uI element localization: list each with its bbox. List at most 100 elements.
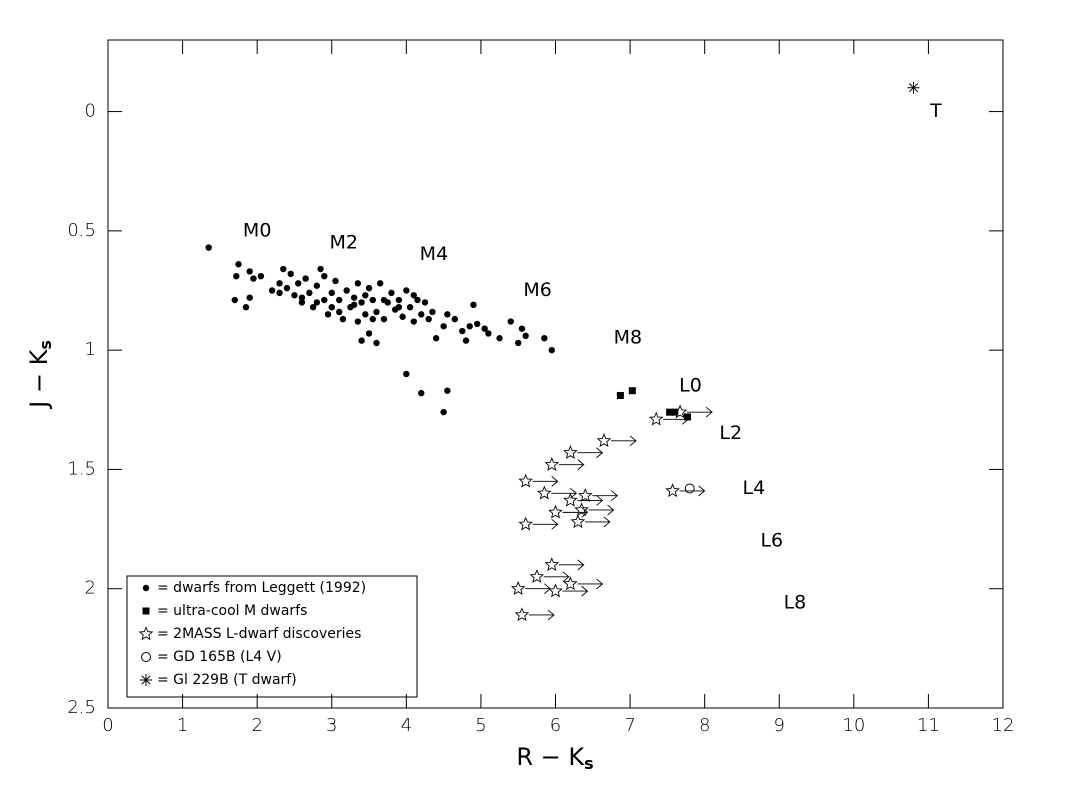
point xyxy=(246,294,253,301)
data-point xyxy=(410,292,417,299)
y-axis-label-sub: s xyxy=(36,340,55,350)
point xyxy=(233,272,240,280)
annotation: L4 xyxy=(743,477,766,499)
limit-arrow xyxy=(562,507,589,518)
data-point xyxy=(231,296,238,304)
point xyxy=(529,569,545,583)
point xyxy=(544,457,560,471)
data-point xyxy=(395,296,403,304)
data-point xyxy=(339,315,347,323)
point xyxy=(616,391,624,399)
point xyxy=(362,292,369,299)
data-point xyxy=(451,315,459,323)
limit-arrow xyxy=(588,504,615,516)
data-point xyxy=(395,304,403,311)
point xyxy=(444,387,451,394)
point xyxy=(369,315,376,323)
data-point xyxy=(291,292,298,299)
point xyxy=(336,296,343,304)
point xyxy=(574,502,589,517)
data-point xyxy=(470,301,477,309)
point xyxy=(313,282,321,289)
point xyxy=(380,296,388,304)
x-tick-label: 5 xyxy=(475,715,486,736)
point xyxy=(907,81,920,94)
point xyxy=(451,315,459,323)
point xyxy=(507,318,514,325)
point xyxy=(250,275,257,282)
data-point xyxy=(684,483,695,494)
limit-arrow xyxy=(577,578,604,590)
point xyxy=(321,296,328,304)
point xyxy=(328,289,335,297)
point xyxy=(536,485,552,500)
data-point xyxy=(481,325,488,332)
data-point xyxy=(563,576,604,591)
limit-arrow xyxy=(551,487,578,499)
limit-arrow xyxy=(532,518,559,530)
data-point xyxy=(294,280,302,287)
x-tick-label: 12 xyxy=(992,715,1015,736)
point xyxy=(276,289,283,297)
point xyxy=(399,313,406,320)
annotation: M0 xyxy=(243,219,271,241)
annotation: M6 xyxy=(523,279,551,301)
point xyxy=(514,607,530,622)
point xyxy=(362,311,369,318)
data-point xyxy=(665,483,706,498)
data-point xyxy=(298,294,306,301)
data-point xyxy=(388,289,395,297)
y-axis-label: J − Ks xyxy=(25,340,55,410)
point xyxy=(459,327,466,335)
data-point xyxy=(406,304,414,311)
x-axis-label-sub: s xyxy=(584,754,594,773)
point xyxy=(666,408,674,416)
data-point xyxy=(358,337,365,344)
data-point xyxy=(466,323,473,330)
limit-arrow xyxy=(558,459,585,471)
point xyxy=(570,514,586,529)
point xyxy=(462,337,470,344)
x-tick-label: 0 xyxy=(102,715,113,736)
data-point xyxy=(548,583,589,598)
limit-arrow xyxy=(543,571,570,583)
y-tick-label: 1.5 xyxy=(67,458,96,479)
point xyxy=(291,292,298,299)
point xyxy=(418,311,425,318)
legend-label: = Gl 229B (T dwarf) xyxy=(157,672,297,688)
data-point xyxy=(616,391,624,399)
data-point xyxy=(671,408,679,416)
data-point xyxy=(578,488,619,502)
point xyxy=(665,483,680,498)
data-point xyxy=(648,411,689,426)
legend-item: = dwarfs from Leggett (1992) xyxy=(142,580,366,596)
point xyxy=(339,315,347,323)
data-point xyxy=(496,335,503,342)
point xyxy=(563,576,578,591)
data-point xyxy=(518,516,559,531)
data-point xyxy=(518,325,526,332)
limit-arrow xyxy=(610,435,637,447)
point xyxy=(648,411,664,426)
legend-label: = 2MASS L-dwarf discoveries xyxy=(157,626,361,642)
point xyxy=(140,674,152,686)
limit-arrow xyxy=(532,476,559,487)
data-point xyxy=(313,299,321,306)
data-point xyxy=(373,339,380,347)
point xyxy=(518,325,526,332)
point xyxy=(141,652,151,662)
data-point xyxy=(518,473,559,488)
point xyxy=(358,337,365,344)
point xyxy=(388,289,395,297)
data-point xyxy=(242,304,250,311)
point xyxy=(470,301,477,309)
legend-item: = Gl 229B (T dwarf) xyxy=(140,672,297,688)
x-tick-label: 10 xyxy=(842,715,865,736)
data-point xyxy=(321,296,328,304)
data-point xyxy=(418,311,425,318)
legend-box xyxy=(126,575,418,698)
data-point xyxy=(235,261,242,268)
point xyxy=(515,339,522,347)
point xyxy=(410,292,417,299)
